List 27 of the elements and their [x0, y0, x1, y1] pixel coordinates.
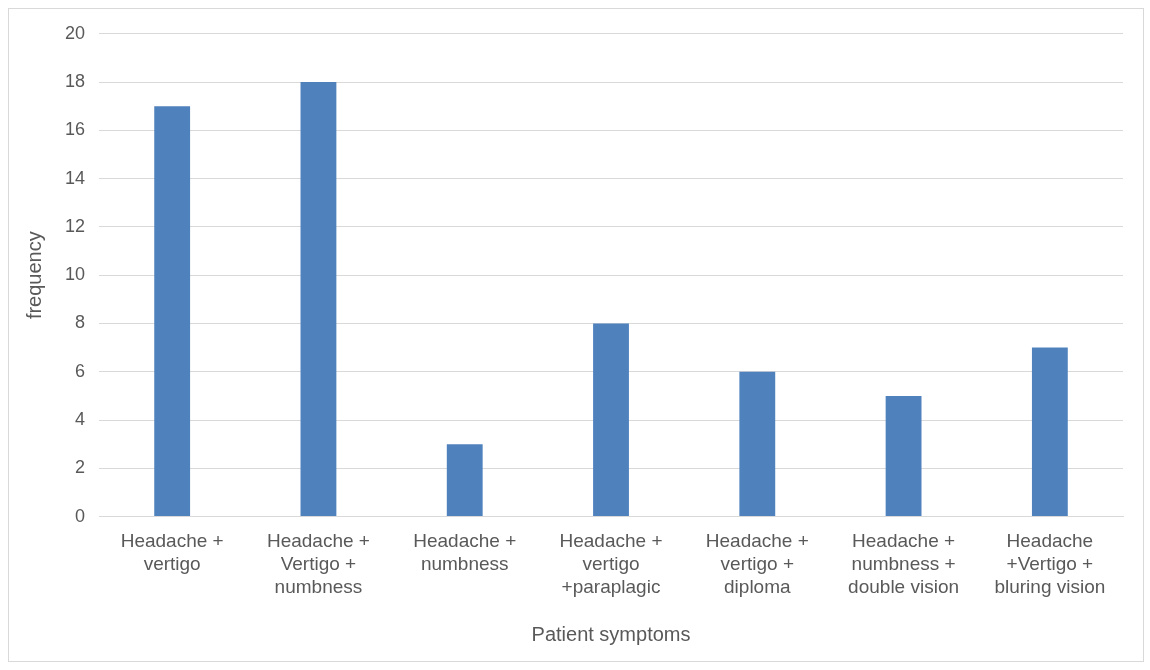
bar [593, 323, 629, 517]
x-tick-label: Headache + numbness [413, 530, 517, 575]
x-tick-label: Headache + vertigo [120, 530, 224, 575]
y-tick-label: 8 [75, 312, 86, 333]
bar [739, 371, 776, 517]
x-axis-title: Patient symptoms [531, 622, 691, 645]
y-tick-label: 16 [64, 119, 86, 140]
x-tick-label: Headache + vertigo +paraplagic [559, 530, 663, 597]
bar [885, 395, 922, 517]
y-tick-label: 20 [64, 22, 86, 43]
y-tick-label: 18 [64, 71, 86, 92]
x-tick-label: Headache + Vertigo + numbness [266, 530, 370, 597]
y-tick-label: 2 [75, 457, 86, 478]
x-tick-label: Headache + vertigo + diploma [705, 530, 809, 597]
y-tick-label: 14 [64, 167, 86, 188]
y-tick-label: 4 [75, 409, 86, 430]
y-axis-title: frequency [22, 231, 45, 320]
y-tick-label: 10 [64, 264, 86, 285]
bar [446, 444, 483, 517]
y-tick-label: 6 [75, 360, 86, 381]
bar [154, 106, 191, 517]
bar [300, 82, 337, 517]
y-tick-label: 12 [64, 215, 86, 236]
bar [1031, 347, 1068, 517]
x-tick-label: Headache +Vertigo + bluring vision [994, 530, 1106, 597]
x-tick-label: Headache + numbness + double vision [848, 530, 960, 597]
y-tick-label: 0 [75, 505, 86, 526]
